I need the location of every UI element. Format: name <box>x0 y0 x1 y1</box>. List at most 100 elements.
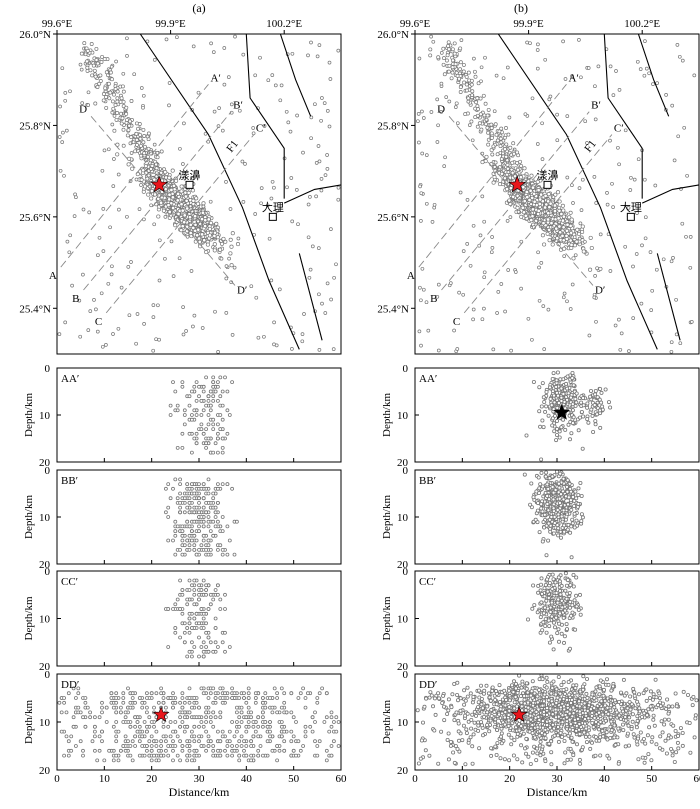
lon-tick-label: 99.9°E <box>155 18 186 30</box>
event-dot <box>307 275 312 280</box>
fault-line <box>641 184 700 204</box>
event-dot <box>183 194 188 199</box>
event-dot <box>543 193 548 198</box>
event-dot <box>173 700 178 705</box>
event-dot <box>187 700 192 705</box>
event-dot <box>199 744 204 748</box>
event-dot <box>225 696 230 700</box>
event-dot <box>173 552 178 557</box>
event-dot <box>246 705 251 710</box>
event-dot <box>204 592 209 597</box>
event-dot <box>194 431 199 436</box>
event-dot <box>303 724 308 729</box>
event-dot <box>206 217 211 222</box>
event-dot <box>529 202 533 206</box>
event-dot <box>178 510 183 515</box>
event-dot <box>104 95 108 99</box>
event-dot <box>270 748 275 753</box>
event-dot <box>244 753 249 758</box>
event-dot <box>189 583 194 588</box>
event-dot <box>235 242 241 247</box>
event-dot <box>225 744 230 748</box>
event-dot <box>546 307 551 312</box>
event-dot <box>480 194 485 199</box>
event-dot <box>454 70 459 75</box>
event-dot <box>515 205 520 210</box>
lon-tick-label: 100.2°E <box>266 18 302 30</box>
event-dot <box>161 720 166 724</box>
event-dot <box>289 176 294 180</box>
event-dot <box>317 292 321 297</box>
event-dot <box>95 61 100 66</box>
event-dot <box>237 724 242 729</box>
event-dot <box>201 384 206 389</box>
event-dot <box>161 724 166 729</box>
event-dot <box>66 739 71 744</box>
event-dot <box>482 219 487 224</box>
event-dot <box>185 758 190 763</box>
event-dot <box>479 127 484 132</box>
event-dot <box>543 205 548 210</box>
event-dot <box>194 441 199 446</box>
event-dot <box>436 123 440 128</box>
event-dot <box>207 233 212 238</box>
event-dot <box>130 696 135 700</box>
event-dot <box>509 348 513 353</box>
event-dot <box>201 505 206 510</box>
event-dot <box>225 408 230 413</box>
event-dot <box>417 56 422 61</box>
event-dot <box>294 720 298 724</box>
event-dot <box>180 533 185 538</box>
event-dot <box>322 101 327 105</box>
event-dot <box>95 85 100 89</box>
event-dot <box>242 696 246 700</box>
event-dot <box>127 156 132 161</box>
event-dot <box>332 275 336 280</box>
lat-tick-label: 26.0°N <box>377 29 409 41</box>
event-dot <box>170 195 175 200</box>
event-dot <box>100 705 104 710</box>
event-dot <box>100 700 104 705</box>
event-dot <box>215 548 220 552</box>
event-dot <box>133 744 138 748</box>
event-dot <box>180 384 185 389</box>
event-dot <box>138 132 143 137</box>
event-dot <box>469 119 474 124</box>
event-dot <box>83 724 88 729</box>
event-dot <box>482 270 487 275</box>
event-dot <box>649 308 654 312</box>
event-dot <box>426 328 431 333</box>
event-dot <box>187 543 192 548</box>
event-dot <box>478 112 483 117</box>
event-dot <box>93 74 98 79</box>
event-dot <box>211 375 216 380</box>
event-dot <box>494 73 499 78</box>
event-dot <box>524 433 529 438</box>
event-dot <box>506 170 511 174</box>
event-dot <box>279 724 284 729</box>
event-dot <box>112 128 117 133</box>
event-dot <box>166 724 171 729</box>
event-dot <box>263 705 268 710</box>
event-dot <box>492 109 497 114</box>
event-dot <box>580 224 585 229</box>
event-dot <box>249 284 254 289</box>
event-dot <box>93 734 97 739</box>
event-dot <box>570 282 575 287</box>
event-dot <box>182 621 187 626</box>
event-dot <box>244 724 249 729</box>
event-dot <box>104 70 109 75</box>
event-dot <box>244 715 249 720</box>
distance-tick-label: 20 <box>146 773 158 785</box>
event-dot <box>439 81 444 86</box>
event-dot <box>107 748 111 753</box>
event-dot <box>485 113 490 118</box>
event-dot <box>442 72 447 77</box>
event-dot <box>204 445 209 450</box>
event-dot <box>206 607 211 611</box>
event-dot <box>320 96 324 100</box>
event-dot <box>187 649 192 654</box>
event-dot <box>230 744 235 748</box>
event-dot <box>114 720 119 724</box>
